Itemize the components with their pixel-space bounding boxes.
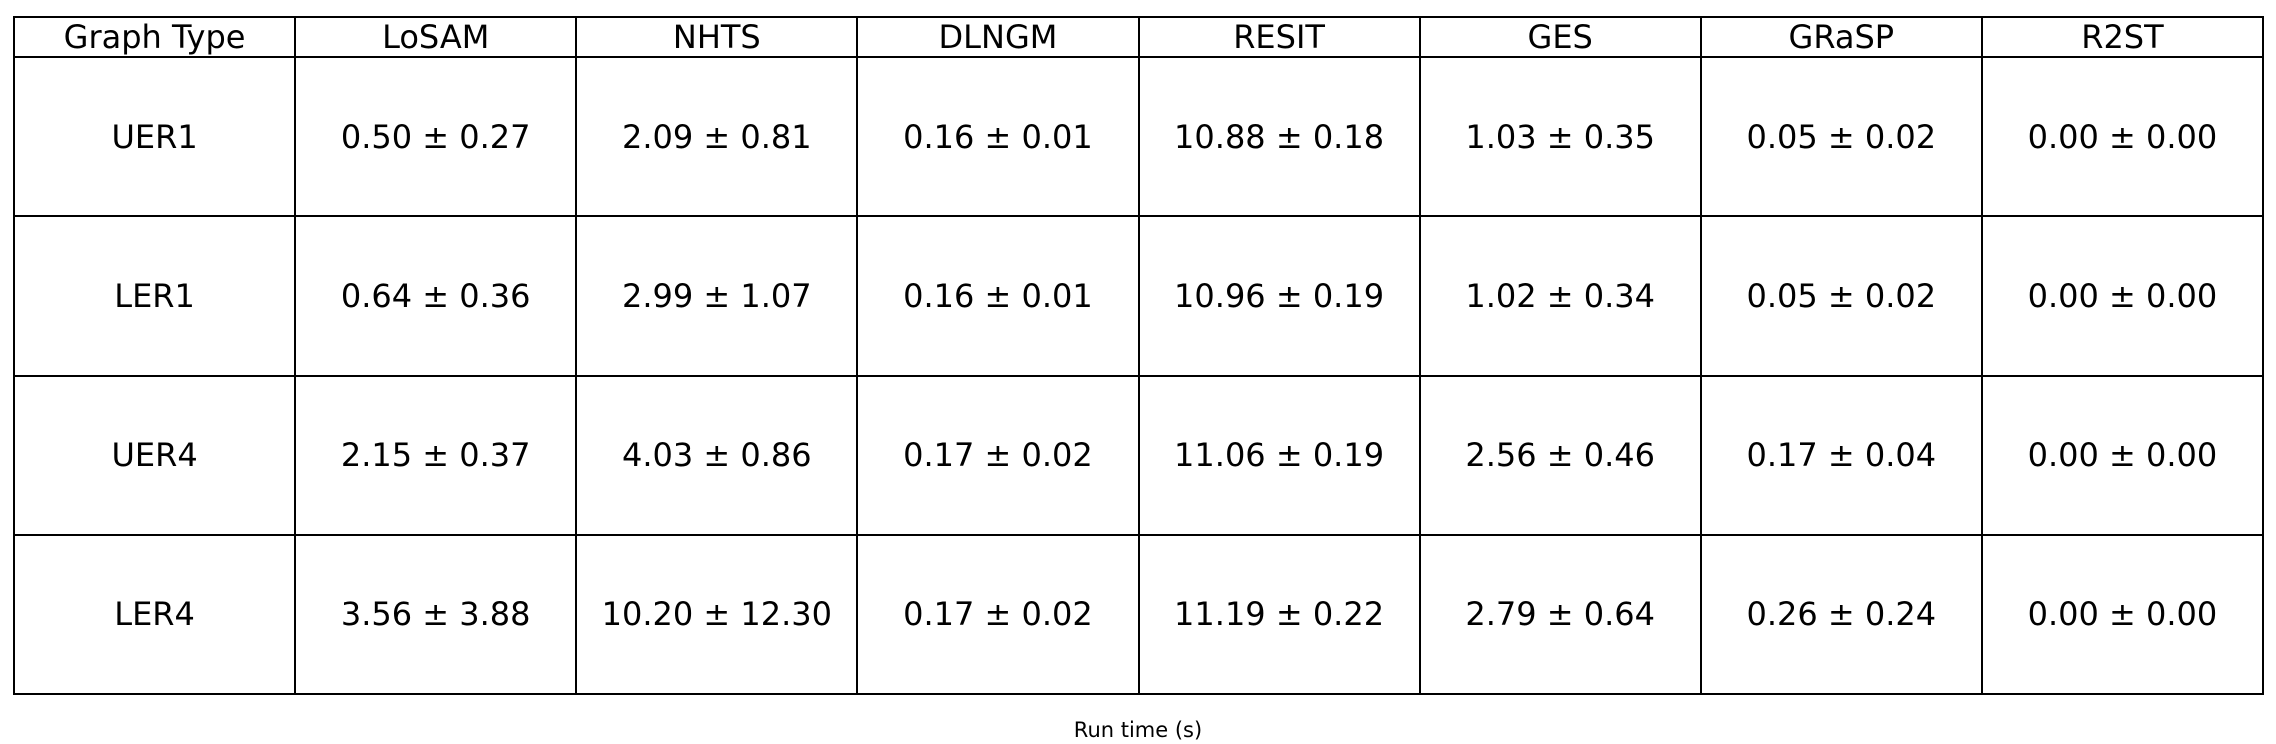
table-cell: 0.05 ± 0.02 [1699, 215, 1983, 377]
table-cell: 0.00 ± 0.00 [1980, 55, 2265, 218]
table-cell: 2.56 ± 0.46 [1418, 374, 1702, 536]
table-cell: 0.64 ± 0.36 [294, 215, 578, 377]
table-cell: 4.03 ± 0.86 [575, 374, 859, 536]
table-cell: 0.17 ± 0.04 [1699, 374, 1983, 536]
table-cell: 2.09 ± 0.81 [575, 55, 859, 218]
row-label: LER4 [12, 533, 297, 696]
table-row: LER4 3.56 ± 3.88 10.20 ± 12.30 0.17 ± 0.02 1… [12, 533, 2265, 696]
row-label: UER1 [12, 55, 297, 218]
header-cell: DLNGM [856, 16, 1140, 58]
header-cell: R2ST [1980, 16, 2265, 58]
table-cell: 0.17 ± 0.02 [856, 374, 1140, 536]
table-cell: 0.17 ± 0.02 [856, 533, 1140, 696]
header-cell: RESIT [1137, 16, 1421, 58]
table-cell: 0.50 ± 0.27 [294, 55, 578, 218]
table-cell: 10.96 ± 0.19 [1137, 215, 1421, 377]
table-cell: 1.02 ± 0.34 [1418, 215, 1702, 377]
table-cell: 1.03 ± 0.35 [1418, 55, 1702, 218]
row-label: LER1 [12, 215, 297, 377]
header-cell: Graph Type [12, 16, 297, 58]
table-row: UER4 2.15 ± 0.37 4.03 ± 0.86 0.17 ± 0.02 11.… [12, 374, 2265, 536]
table-cell: 2.99 ± 1.07 [575, 215, 859, 377]
header-cell: GES [1418, 16, 1702, 58]
table-row: LER1 0.64 ± 0.36 2.99 ± 1.07 0.16 ± 0.01 10.… [12, 215, 2265, 377]
table-cell: 2.15 ± 0.37 [294, 374, 578, 536]
table-cell: 0.00 ± 0.00 [1980, 533, 2265, 696]
table-cell: 3.56 ± 3.88 [294, 533, 578, 696]
row-label: UER4 [12, 374, 297, 536]
header-row: Graph Type LoSAM NHTS DLNGM RESIT GES GRaSP R2S… [12, 16, 2265, 58]
header-cell: LoSAM [294, 16, 578, 58]
table-cell: 10.88 ± 0.18 [1137, 55, 1421, 218]
table-cell: 0.05 ± 0.02 [1699, 55, 1983, 218]
table-cell: 2.79 ± 0.64 [1418, 533, 1702, 696]
table-cell: 11.06 ± 0.19 [1137, 374, 1421, 536]
table-cell: 0.00 ± 0.00 [1980, 215, 2265, 377]
table-cell: 10.20 ± 12.30 [575, 533, 859, 696]
header-cell: GRaSP [1699, 16, 1983, 58]
table-cell: 0.00 ± 0.00 [1980, 374, 2265, 536]
caption: Run time (s) [1073, 718, 1203, 742]
table-cell: 0.16 ± 0.01 [856, 55, 1140, 218]
table-cell: 0.26 ± 0.24 [1699, 533, 1983, 696]
table-cell: 11.19 ± 0.22 [1137, 533, 1421, 696]
results-table: Graph Type LoSAM NHTS DLNGM RESIT GES GRaSP R2S… [12, 16, 2265, 696]
table-row: UER1 0.50 ± 0.27 2.09 ± 0.81 0.16 ± 0.01 10.… [12, 55, 2265, 218]
table-body: UER1 0.50 ± 0.27 2.09 ± 0.81 0.16 ± 0.01 10.… [12, 55, 2265, 696]
header-cell: NHTS [575, 16, 859, 58]
table-cell: 0.16 ± 0.01 [856, 215, 1140, 377]
